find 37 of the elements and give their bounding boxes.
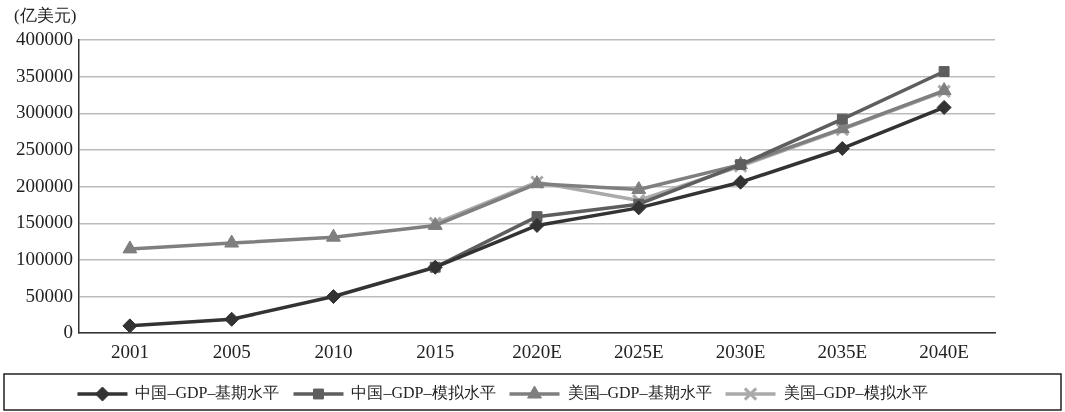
point (836, 113, 848, 125)
x-tick-label: 2001 (110, 340, 149, 362)
legend-label: 美国–GDP–模拟水平 (783, 384, 928, 402)
point (326, 228, 341, 242)
point (936, 99, 952, 115)
x-tick-label: 2010 (314, 340, 353, 362)
x-tick-label: 2015 (416, 340, 455, 362)
point (122, 240, 138, 254)
y-tick-label: 300000 (16, 101, 73, 123)
point (224, 234, 240, 248)
legend-label: 中国–GDP–模拟水平 (351, 384, 496, 402)
x-tick-label: 2030E (715, 340, 766, 362)
legend-label: 美国–GDP–基期水平 (567, 384, 712, 402)
y-tick-label: 50000 (25, 284, 73, 306)
y-tick-label: 0 (63, 321, 73, 343)
point (631, 181, 647, 195)
point (224, 311, 240, 327)
x-tick-label: 2005 (212, 340, 251, 362)
x-tick-label: 2040E (919, 340, 969, 362)
y-tick-label: 250000 (16, 137, 73, 159)
y-tick-label: 400000 (16, 27, 73, 49)
point (733, 174, 749, 190)
y-tick-label: 150000 (16, 211, 73, 233)
point (631, 200, 647, 216)
y-tick-label: 200000 (16, 174, 73, 196)
y-tick-label: 100000 (16, 247, 73, 269)
y-tick-label: 350000 (16, 64, 73, 86)
legend-label: 中国–GDP–基期水平 (135, 384, 280, 402)
x-tick-label: 2025E (613, 340, 664, 362)
x-tick-label: 2020E (512, 340, 562, 362)
y-axis-title: (亿美元) (14, 5, 77, 25)
point (122, 318, 138, 334)
point (938, 66, 950, 77)
point (529, 217, 545, 233)
point (834, 140, 850, 156)
point (325, 289, 341, 305)
x-tick-label: 2035E (817, 340, 868, 362)
